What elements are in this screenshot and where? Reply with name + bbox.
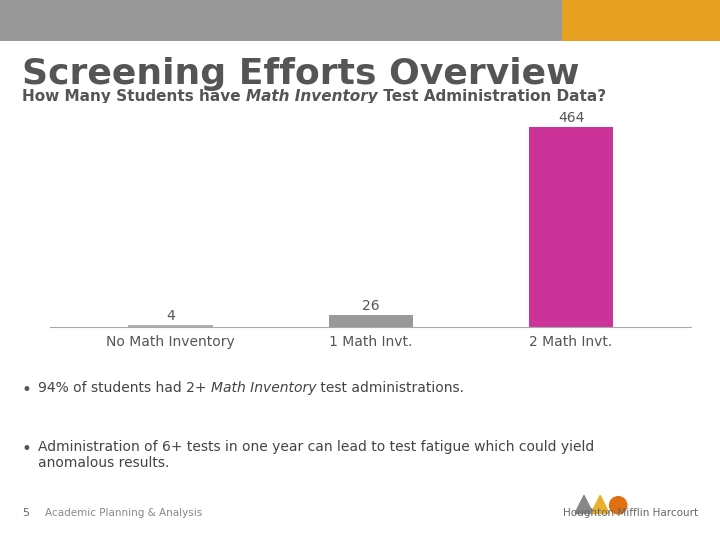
Polygon shape [591, 495, 609, 514]
Text: Administration of 6+ tests in one year can lead to test fatigue which could yiel: Administration of 6+ tests in one year c… [38, 440, 594, 470]
Text: Math Inventory: Math Inventory [211, 381, 316, 395]
Text: 26: 26 [362, 299, 379, 313]
Bar [128, 325, 212, 327]
Bar [529, 127, 613, 327]
Text: Houghton Mifflin Harcourt: Houghton Mifflin Harcourt [563, 508, 698, 518]
Text: Academic Planning & Analysis: Academic Planning & Analysis [45, 508, 202, 518]
Text: •: • [22, 440, 32, 458]
Bar [329, 315, 413, 327]
Circle shape [610, 497, 627, 514]
Text: 5: 5 [22, 508, 29, 518]
Text: 4: 4 [166, 309, 175, 323]
Text: Test Administration Data?: Test Administration Data? [377, 89, 606, 104]
Text: test administrations.: test administrations. [316, 381, 464, 395]
Text: •: • [22, 381, 32, 399]
Text: Screening Efforts Overview: Screening Efforts Overview [22, 57, 579, 91]
Polygon shape [575, 495, 593, 514]
Text: How Many Students have: How Many Students have [22, 89, 246, 104]
Text: 464: 464 [558, 111, 584, 125]
Text: 94% of students had 2+: 94% of students had 2+ [38, 381, 211, 395]
Text: Math Inventory: Math Inventory [246, 89, 377, 104]
